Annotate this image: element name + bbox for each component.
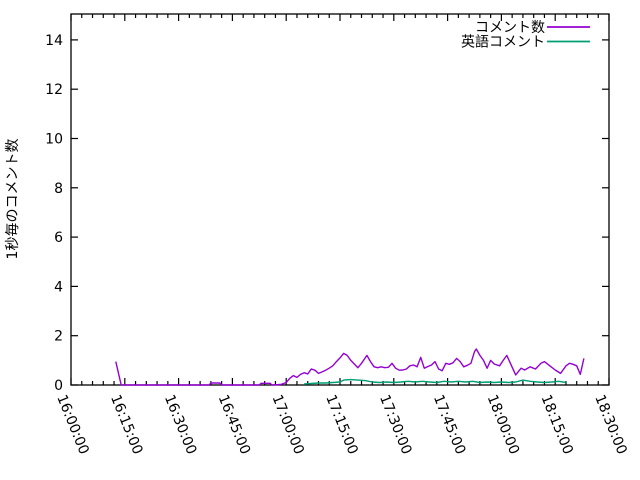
legend-sample-lines <box>547 26 590 43</box>
series-line-english-comments <box>304 378 567 385</box>
axis-ticks <box>70 14 610 386</box>
y-tick-label: 10 <box>45 132 63 148</box>
x-tick-label: 16:45:00 <box>215 393 253 457</box>
x-tick-label: 18:15:00 <box>537 393 575 457</box>
legend: コメント数 英語コメント <box>461 20 590 51</box>
y-axis-title: 1秒毎のコメント数 <box>5 139 21 260</box>
x-tick-label: 18:00:00 <box>484 393 522 457</box>
x-tick-label: 17:00:00 <box>268 393 306 457</box>
x-tick-label: 17:45:00 <box>430 393 468 457</box>
x-tick-label: 16:00:00 <box>53 393 91 457</box>
y-tick-label: 8 <box>54 181 63 197</box>
x-tick-labels: 16:00:00 16:15:00 16:30:00 16:45:00 17:00:00… <box>53 393 629 457</box>
y-tick-label: 14 <box>45 33 63 49</box>
data-series <box>115 348 585 386</box>
x-tick-label: 17:30:00 <box>376 393 414 457</box>
x-tick-label: 18:30:00 <box>591 393 629 457</box>
x-tick-label: 16:30:00 <box>161 393 199 457</box>
y-tick-label: 0 <box>54 378 63 394</box>
series-line-comments <box>115 348 585 386</box>
legend-label-english-comments: 英語コメント <box>461 34 545 51</box>
y-tick-label: 4 <box>54 279 63 295</box>
plot-border <box>70 13 610 386</box>
y-tick-label: 12 <box>45 82 63 98</box>
x-tick-label: 16:15:00 <box>107 393 145 457</box>
x-tick-label: 17:15:00 <box>322 393 360 457</box>
y-tick-labels: 0 2 4 6 8 10 12 14 <box>45 33 63 394</box>
legend-label-comments: コメント数 <box>475 20 545 36</box>
y-tick-label: 2 <box>54 329 63 345</box>
y-tick-label: 6 <box>54 230 63 246</box>
